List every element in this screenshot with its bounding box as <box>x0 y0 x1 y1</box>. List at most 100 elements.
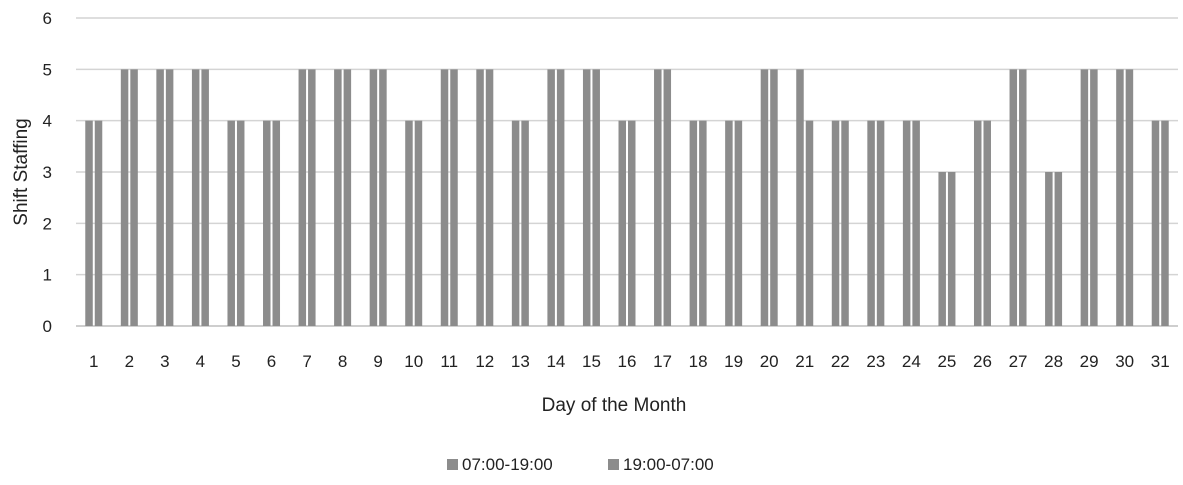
bar-series-1-day-11 <box>440 69 449 326</box>
bar-series-2-day-25 <box>947 172 956 326</box>
bar-series-2-day-27 <box>1019 69 1027 326</box>
bar-series-2-day-5 <box>236 120 245 327</box>
bar-series-1-day-19 <box>725 120 733 327</box>
x-tick-label: 2 <box>125 352 134 371</box>
bar-series-2-day-8 <box>343 69 352 326</box>
x-axis-title: Day of the Month <box>542 395 687 416</box>
bar-series-2-day-14 <box>556 69 565 326</box>
x-tick-label: 28 <box>1044 352 1063 371</box>
legend-swatch-night-shift <box>608 459 619 470</box>
x-tick-label: 9 <box>373 352 382 371</box>
bar-series-1-day-8 <box>334 69 342 326</box>
x-tick-label: 6 <box>267 352 276 371</box>
bar-series-1-day-30 <box>1116 69 1124 326</box>
bar-series-2-day-18 <box>699 120 707 327</box>
bar-series-1-day-21 <box>796 69 804 326</box>
bar-series-2-day-21 <box>805 120 814 327</box>
bar-series-1-day-3 <box>156 69 164 326</box>
bars <box>85 69 1169 327</box>
gridlines <box>76 17 1178 327</box>
bar-series-2-day-13 <box>521 120 529 327</box>
bar-series-1-day-27 <box>1009 69 1018 326</box>
bar-series-2-day-6 <box>272 120 281 327</box>
x-tick-label: 30 <box>1115 352 1134 371</box>
bar-series-1-day-2 <box>120 69 129 326</box>
y-tick-label: 2 <box>43 214 52 233</box>
x-tick-label: 14 <box>546 352 565 371</box>
x-tick-label: 29 <box>1080 352 1099 371</box>
x-tick-label: 10 <box>404 352 423 371</box>
bar-series-2-day-29 <box>1090 69 1098 326</box>
x-tick-label: 19 <box>724 352 743 371</box>
x-tick-label: 22 <box>831 352 850 371</box>
x-tick-label: 7 <box>302 352 311 371</box>
x-tick-label: 3 <box>160 352 169 371</box>
bar-series-1-day-25 <box>938 172 946 326</box>
y-axis-ticks: 0 1 2 3 4 5 6 <box>43 9 52 336</box>
bar-series-2-day-12 <box>485 69 494 326</box>
bar-series-2-day-23 <box>876 120 885 327</box>
bar-series-1-day-29 <box>1080 69 1089 326</box>
y-tick-label: 3 <box>43 163 52 182</box>
x-tick-label: 4 <box>196 352 205 371</box>
bar-series-2-day-19 <box>734 120 743 327</box>
bar-series-2-day-1 <box>94 120 103 327</box>
y-tick-label: 4 <box>43 112 52 131</box>
y-tick-label: 1 <box>43 266 52 285</box>
x-tick-label: 16 <box>618 352 637 371</box>
x-tick-label: 5 <box>231 352 240 371</box>
bar-series-2-day-30 <box>1125 69 1134 326</box>
bar-series-2-day-24 <box>912 120 920 327</box>
bar-series-1-day-12 <box>476 69 484 326</box>
bar-series-1-day-20 <box>760 69 769 326</box>
bar-series-2-day-22 <box>841 120 849 327</box>
bar-series-1-day-18 <box>689 120 698 327</box>
x-tick-label: 8 <box>338 352 347 371</box>
y-tick-label: 5 <box>43 60 52 79</box>
x-tick-label: 27 <box>1009 352 1028 371</box>
bar-series-2-day-10 <box>414 120 423 327</box>
legend: 07:00-19:00 19:00-07:00 <box>447 455 714 474</box>
bar-series-2-day-16 <box>628 120 636 327</box>
x-tick-label: 26 <box>973 352 992 371</box>
bar-series-1-day-14 <box>547 69 555 326</box>
bar-series-1-day-24 <box>902 120 911 327</box>
bar-series-1-day-15 <box>582 69 591 326</box>
bar-series-1-day-1 <box>85 120 93 327</box>
bar-series-1-day-28 <box>1045 172 1053 326</box>
x-tick-label: 15 <box>582 352 601 371</box>
x-axis-ticks: 1 2 3 4 5 6 7 8 9 10 11 12 13 14 15 16 17 18 19 20 21 22 23 24 2… <box>89 352 1170 371</box>
bar-series-1-day-31 <box>1151 120 1160 327</box>
x-tick-label: 17 <box>653 352 672 371</box>
y-tick-label: 0 <box>43 317 52 336</box>
x-tick-label: 31 <box>1151 352 1170 371</box>
legend-label-day-shift: 07:00-19:00 <box>462 455 553 474</box>
bar-series-2-day-2 <box>130 69 138 326</box>
bar-series-1-day-23 <box>867 120 875 327</box>
x-tick-label: 24 <box>902 352 921 371</box>
x-tick-label: 25 <box>937 352 956 371</box>
x-tick-label: 1 <box>89 352 98 371</box>
bar-series-2-day-3 <box>165 69 174 326</box>
bar-series-2-day-28 <box>1054 172 1063 326</box>
bar-series-2-day-31 <box>1161 120 1169 327</box>
legend-swatch-day-shift <box>447 459 458 470</box>
legend-label-night-shift: 19:00-07:00 <box>623 455 714 474</box>
bar-series-1-day-4 <box>191 69 200 326</box>
bar-series-2-day-11 <box>450 69 458 326</box>
bar-series-1-day-5 <box>227 120 235 327</box>
bar-series-2-day-4 <box>201 69 209 326</box>
bar-series-1-day-9 <box>369 69 378 326</box>
x-tick-label: 20 <box>760 352 779 371</box>
bar-series-1-day-26 <box>973 120 982 327</box>
bar-series-1-day-6 <box>263 120 271 327</box>
x-tick-label: 12 <box>475 352 494 371</box>
bar-series-1-day-22 <box>831 120 840 327</box>
y-tick-label: 6 <box>43 9 52 28</box>
x-tick-label: 21 <box>795 352 814 371</box>
bar-series-2-day-20 <box>770 69 778 326</box>
x-tick-label: 11 <box>440 352 458 371</box>
bar-series-2-day-9 <box>379 69 387 326</box>
bar-series-2-day-7 <box>308 69 316 326</box>
